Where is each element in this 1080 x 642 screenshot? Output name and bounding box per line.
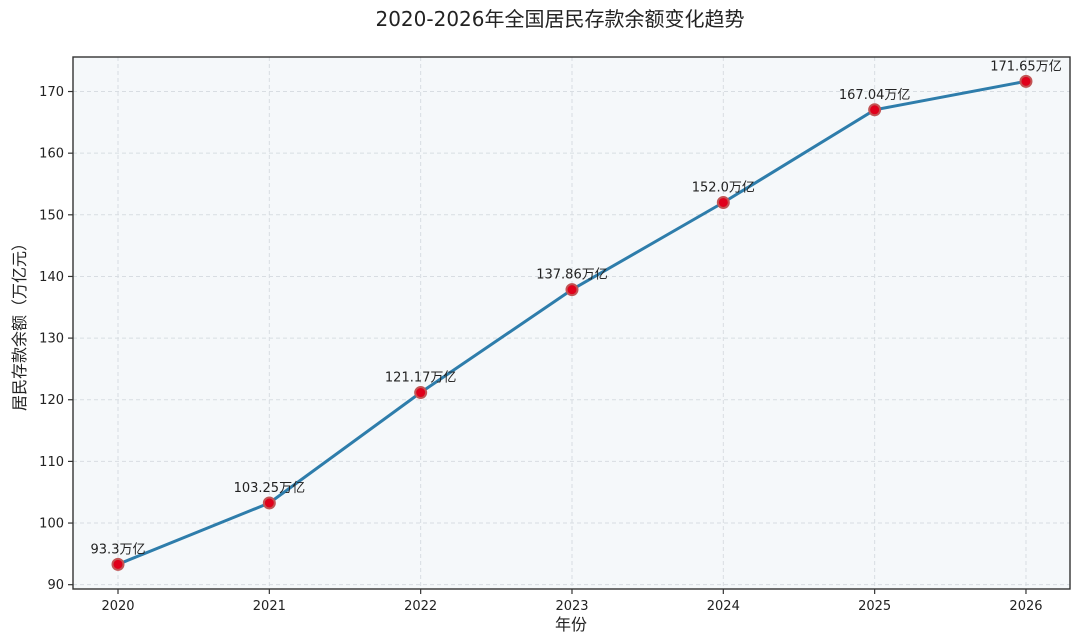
chart-title: 2020-2026年全国居民存款余额变化趋势 bbox=[375, 7, 744, 31]
x-tick-label: 2023 bbox=[555, 599, 588, 614]
axes: 90 100 110 120 130 140 150 160 170 2020 2021 2022 20… bbox=[39, 85, 1042, 614]
y-axis-label: 居民存款余额（万亿元） bbox=[10, 235, 29, 411]
x-tick-label: 2026 bbox=[1009, 599, 1042, 614]
data-point bbox=[716, 195, 730, 209]
plot-frame bbox=[72, 56, 1071, 590]
data-label: 171.65万亿 bbox=[990, 59, 1062, 74]
y-tick-label: 160 bbox=[39, 147, 64, 162]
series-layer bbox=[111, 74, 1033, 571]
data-labels: 93.3万亿 103.25万亿 121.17万亿 137.86万亿 152.0万亿 167… bbox=[91, 59, 1062, 557]
data-point bbox=[868, 103, 882, 117]
data-point bbox=[414, 386, 428, 400]
data-label: 93.3万亿 bbox=[91, 542, 146, 557]
data-label: 121.17万亿 bbox=[385, 371, 457, 386]
data-point bbox=[565, 283, 579, 297]
y-tick-label: 130 bbox=[39, 332, 64, 347]
x-tick-label: 2024 bbox=[707, 599, 740, 614]
x-axis-label: 年份 bbox=[555, 615, 587, 634]
data-label: 152.0万亿 bbox=[692, 180, 755, 195]
x-tick-label: 2022 bbox=[404, 599, 437, 614]
x-tick-label: 2020 bbox=[101, 599, 134, 614]
x-tick-label: 2021 bbox=[253, 599, 286, 614]
y-tick-label: 140 bbox=[39, 270, 64, 285]
y-tick-label: 90 bbox=[47, 578, 64, 593]
data-label: 103.25万亿 bbox=[234, 481, 306, 496]
y-tick-label: 100 bbox=[39, 517, 64, 532]
x-tick-label: 2025 bbox=[858, 599, 891, 614]
y-tick-label: 150 bbox=[39, 208, 64, 223]
grid-lines bbox=[73, 57, 1070, 589]
y-tick-label: 120 bbox=[39, 393, 64, 408]
y-tick-label: 110 bbox=[39, 455, 64, 470]
data-label: 137.86万亿 bbox=[536, 268, 608, 283]
y-tick-label: 170 bbox=[39, 85, 64, 100]
data-point bbox=[111, 557, 125, 571]
data-point bbox=[1019, 74, 1033, 88]
data-point bbox=[262, 496, 276, 510]
data-label: 167.04万亿 bbox=[839, 88, 911, 103]
